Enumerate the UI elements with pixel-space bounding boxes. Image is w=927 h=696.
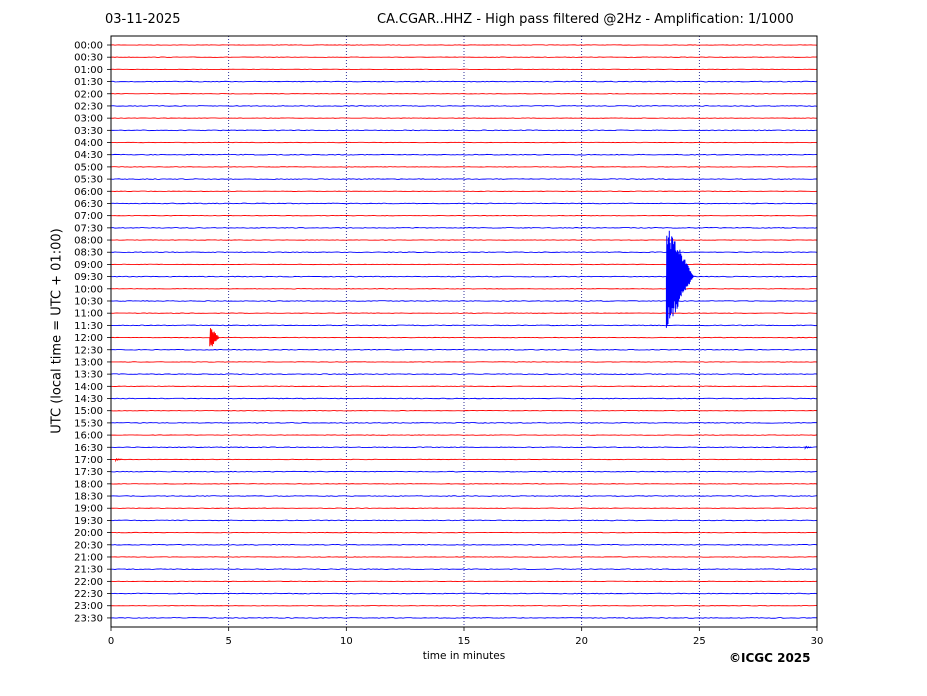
- y-tick-label: 11:30: [74, 321, 103, 332]
- y-tick-label: 05:00: [74, 162, 103, 173]
- y-tick-label: 15:30: [74, 418, 103, 429]
- trace-line: [110, 227, 818, 229]
- trace-line: [110, 348, 818, 351]
- y-tick-label: 06:00: [74, 187, 103, 198]
- trace-line: [110, 80, 818, 83]
- y-tick-label: 15:00: [74, 406, 103, 417]
- y-tick-label: 00:00: [74, 41, 103, 52]
- y-tick-label: 01:00: [74, 65, 103, 76]
- y-tick-label: 19:30: [74, 516, 103, 527]
- y-tick-label: 08:30: [74, 248, 103, 259]
- y-tick-label: 05:30: [74, 175, 103, 186]
- trace-line: [110, 397, 818, 400]
- x-tick-label: 20: [575, 636, 588, 647]
- y-tick-label: 02:30: [74, 101, 103, 112]
- seismic-event: [804, 445, 812, 450]
- y-tick-label: 22:00: [74, 577, 103, 588]
- y-tick-label: 13:30: [74, 370, 103, 381]
- y-tick-label: 09:30: [74, 272, 103, 283]
- seismic-event: [665, 230, 694, 328]
- trace-line: [110, 446, 817, 449]
- trace-line: [110, 373, 818, 375]
- x-tick-label: 30: [811, 636, 824, 647]
- chart-title: CA.CGAR..HHZ - High pass filtered @2Hz -…: [377, 12, 794, 27]
- trace-line: [110, 251, 818, 254]
- y-tick-label: 17:30: [74, 467, 103, 478]
- y-tick-label: 11:00: [74, 309, 103, 320]
- seismic-event: [209, 328, 220, 347]
- trace-line: [110, 495, 818, 497]
- y-tick-label: 23:30: [74, 613, 103, 624]
- y-tick-label: 18:00: [74, 479, 103, 490]
- y-tick-label: 12:30: [74, 345, 103, 356]
- y-tick-label: 10:30: [74, 296, 103, 307]
- y-tick-label: 16:30: [74, 443, 103, 454]
- y-tick-label: 14:00: [74, 382, 103, 393]
- y-tick-label: 00:30: [74, 53, 103, 64]
- trace-line: [110, 592, 818, 595]
- y-tick-label: 20:00: [74, 528, 103, 539]
- x-tick-label: 25: [693, 636, 706, 647]
- copyright-label: ©ICGC 2025: [729, 651, 811, 665]
- y-tick-label: 22:30: [74, 589, 103, 600]
- plot-frame: [110, 35, 818, 628]
- x-tick-label: 15: [458, 636, 471, 647]
- trace-line: [110, 324, 818, 327]
- y-tick-label: 04:00: [74, 138, 103, 149]
- y-tick-label: 10:00: [74, 284, 103, 295]
- y-tick-label: 20:30: [74, 540, 103, 551]
- date-label: 03-11-2025: [105, 12, 181, 27]
- y-tick-label: 09:00: [74, 260, 103, 271]
- y-tick-label: 06:30: [74, 199, 103, 210]
- y-tick-label: 19:00: [74, 504, 103, 515]
- y-tick-label: 21:00: [74, 552, 103, 563]
- trace-line: [110, 543, 818, 546]
- x-tick-label: 10: [340, 636, 353, 647]
- y-tick-label: 17:00: [74, 455, 103, 466]
- y-tick-label: 13:00: [74, 357, 103, 368]
- trace-line: [110, 105, 818, 107]
- trace-line: [110, 617, 818, 619]
- trace-line: [110, 129, 818, 132]
- y-tick-label: 23:00: [74, 601, 103, 612]
- x-tick-label: 0: [108, 636, 114, 647]
- y-tick-label: 01:30: [74, 77, 103, 88]
- y-tick-label: 03:30: [74, 126, 103, 137]
- trace-line: [110, 300, 818, 302]
- y-tick-label: 03:00: [74, 114, 103, 125]
- y-tick-label: 04:30: [74, 150, 103, 161]
- trace-line: [110, 178, 818, 180]
- trace-line: [110, 275, 818, 278]
- y-tick-label: 18:30: [74, 492, 103, 503]
- trace-line: [110, 202, 818, 205]
- y-tick-label: 07:00: [74, 211, 103, 222]
- y-tick-label: 21:30: [74, 565, 103, 576]
- trace-line: [110, 519, 818, 522]
- y-tick-label: 02:00: [74, 89, 103, 100]
- trace-line: [110, 422, 818, 424]
- y-tick-label: 12:00: [74, 333, 103, 344]
- y-tick-label: 08:00: [74, 236, 103, 247]
- x-tick-label: 5: [225, 636, 231, 647]
- y-tick-label: 07:30: [74, 223, 103, 234]
- trace-line: [110, 470, 818, 473]
- seismic-event: [115, 457, 122, 463]
- y-tick-label: 16:00: [74, 431, 103, 442]
- y-tick-label: 14:30: [74, 394, 103, 405]
- trace-line: [110, 153, 818, 156]
- trace-line: [110, 568, 818, 570]
- x-axis-label: time in minutes: [422, 650, 506, 662]
